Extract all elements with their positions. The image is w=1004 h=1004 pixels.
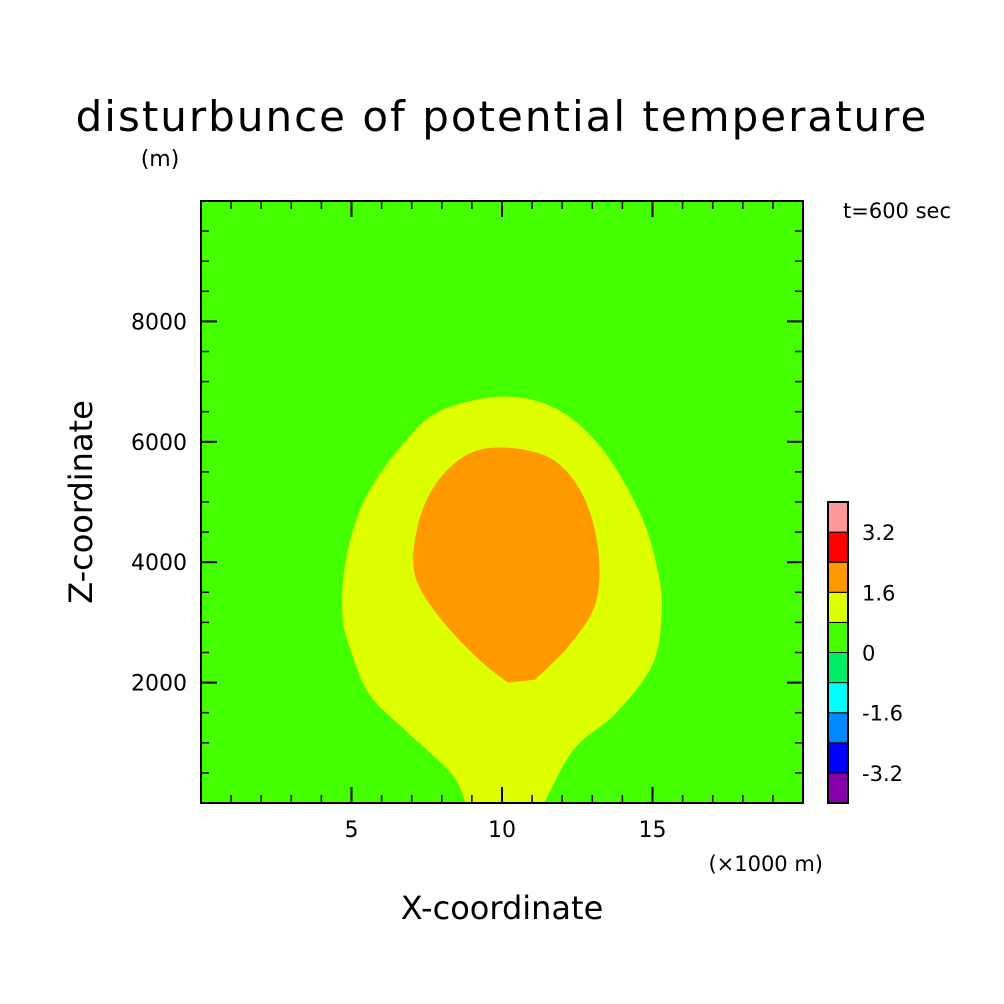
colorbar-cell [827, 772, 849, 804]
colorbar-cell [827, 682, 849, 714]
y-tick-label: 2000 [131, 672, 187, 697]
colorbar-cell [827, 621, 849, 654]
x-tick-label: 5 [345, 818, 359, 843]
colorbar-frame [827, 501, 849, 804]
colorbar-cell [827, 531, 849, 563]
colorbar-cell [827, 652, 849, 684]
plot-area [200, 200, 804, 804]
y-axis-title: Z-coordinate [62, 400, 100, 604]
y-tick-label: 8000 [131, 310, 187, 335]
minor-ticks [201, 201, 803, 803]
y-axis-ticks: 2000 4000 6000 8000 [131, 310, 803, 697]
y-axis-unit: (m) [141, 147, 180, 172]
colorbar-tick-label: 3.2 [862, 521, 895, 545]
y-tick-label: 6000 [131, 431, 187, 456]
colorbar-cells [827, 501, 849, 804]
colorbar-tick-label: -3.2 [862, 762, 903, 786]
x-axis-ticks: 5 10 15 [345, 201, 667, 843]
x-axis-title: X-coordinate [401, 889, 604, 927]
colorbar-cell [827, 591, 849, 623]
colorbar-cell [827, 742, 849, 774]
colorbar-cell [827, 712, 849, 744]
x-axis-unit: (×1000 m) [708, 852, 823, 876]
contour-regions [342, 396, 662, 803]
colorbar-cell [827, 561, 849, 593]
colorbar-labels: -3.2 -1.6 0 1.6 3.2 [862, 521, 903, 786]
colorbar-tick-label: 1.6 [862, 581, 895, 605]
colorbar: -3.2 -1.6 0 1.6 3.2 [827, 501, 903, 804]
chart-title: disturbunce of potential temperature [76, 92, 929, 141]
colorbar-cell [827, 501, 849, 533]
colorbar-tick-label: 0 [862, 642, 875, 666]
x-tick-label: 10 [488, 818, 516, 843]
time-label: t=600 sec [843, 199, 951, 223]
x-tick-label: 15 [639, 818, 667, 843]
colorbar-tick-label: -1.6 [862, 702, 903, 726]
contour-region-2 [413, 447, 600, 683]
y-tick-label: 4000 [131, 551, 187, 576]
